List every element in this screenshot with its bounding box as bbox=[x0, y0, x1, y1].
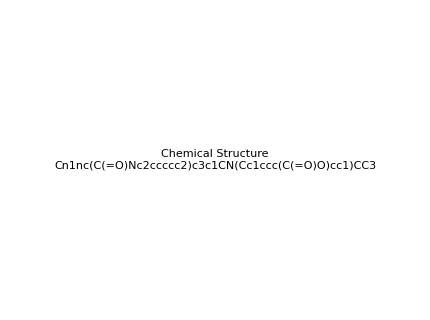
Text: Chemical Structure
Cn1nc(C(=O)Nc2ccccc2)c3c1CN(Cc1ccc(C(=O)O)cc1)CC3: Chemical Structure Cn1nc(C(=O)Nc2ccccc2)… bbox=[54, 149, 375, 171]
